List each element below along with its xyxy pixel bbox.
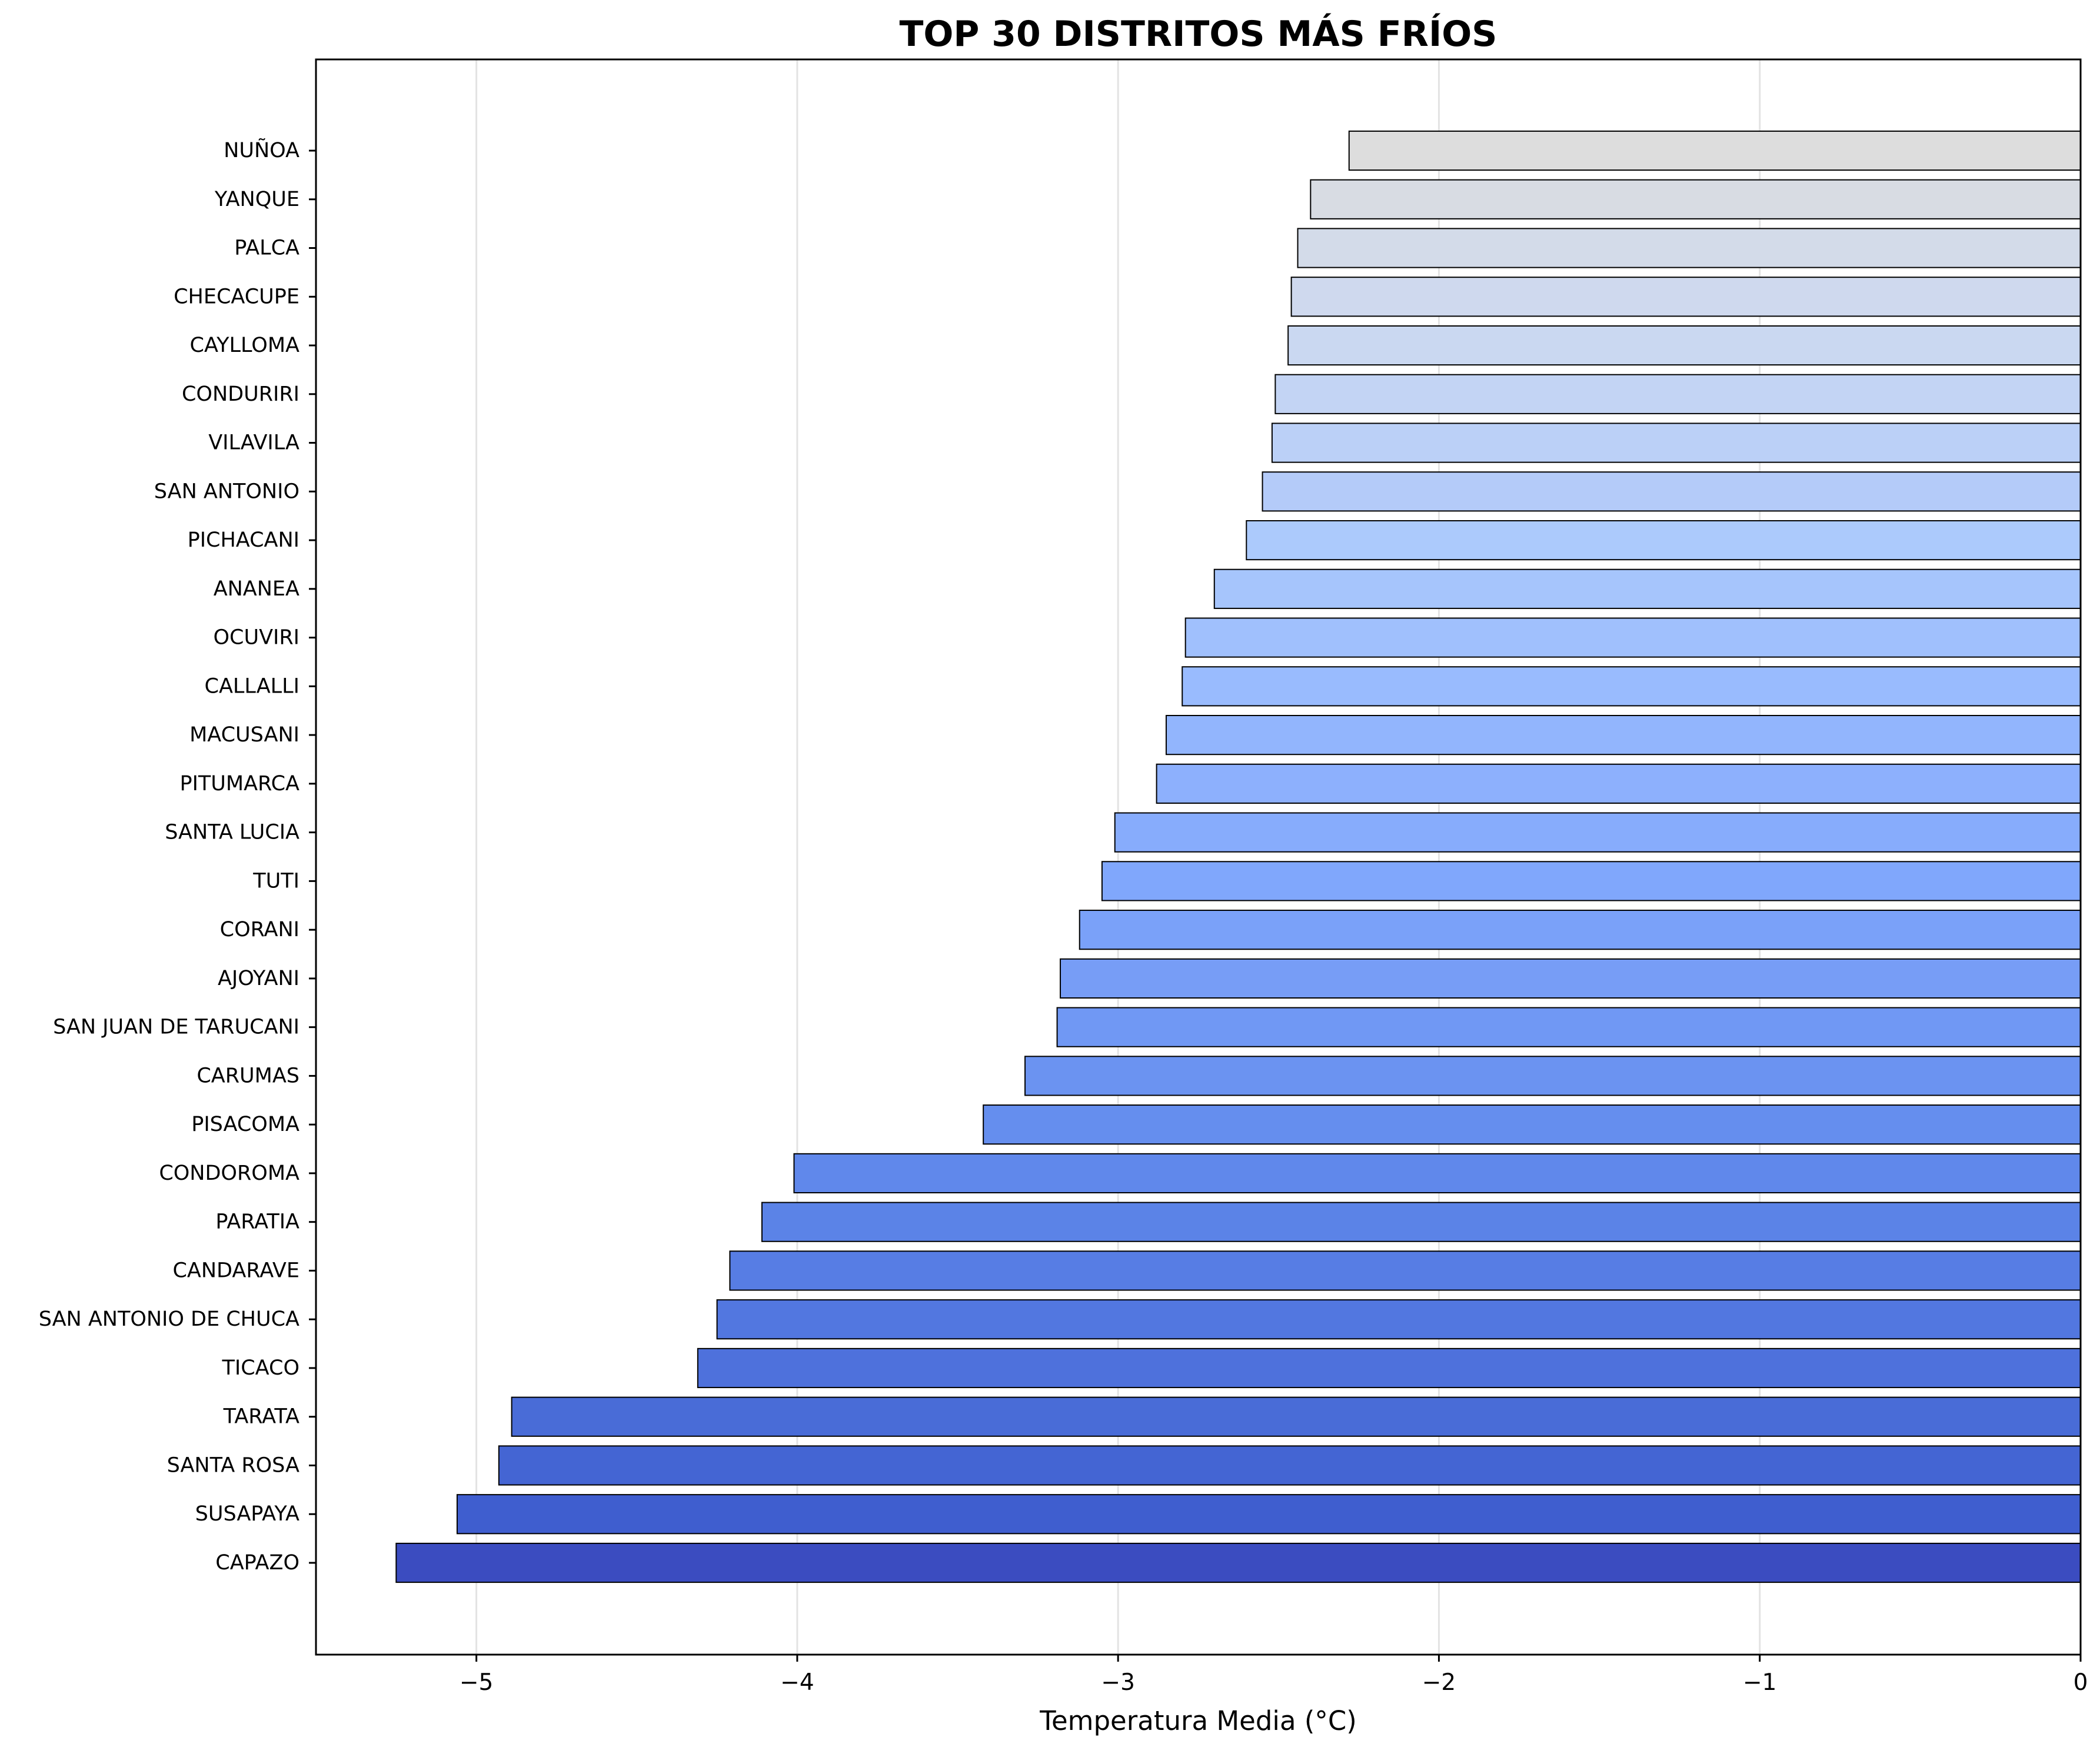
bars bbox=[395, 130, 2082, 1583]
bar bbox=[1079, 910, 2081, 950]
bar bbox=[1056, 1007, 2081, 1047]
y-tick-label: SANTA LUCIA bbox=[165, 821, 299, 844]
y-tick-label: CONDURIRI bbox=[182, 382, 299, 406]
y-tick-label: CONDOROMA bbox=[159, 1162, 299, 1185]
bar bbox=[793, 1153, 2082, 1194]
y-tick-label: CANDARAVE bbox=[172, 1259, 299, 1282]
bar bbox=[1165, 715, 2081, 756]
y-tick-label: SAN JUAN DE TARUCANI bbox=[53, 1016, 299, 1039]
y-tick-label: SANTA ROSA bbox=[167, 1453, 299, 1477]
bar bbox=[716, 1299, 2082, 1340]
bar bbox=[697, 1347, 2081, 1389]
y-tick-label: MACUSANI bbox=[189, 723, 299, 747]
bar bbox=[1274, 374, 2081, 414]
y-tick-label: CARUMAS bbox=[197, 1064, 299, 1087]
y-tick-label: ANANEA bbox=[214, 577, 299, 601]
bar bbox=[511, 1396, 2081, 1437]
x-tick-labels: −5 −4 −3 −2 −1 0 bbox=[460, 1655, 2088, 1696]
bar bbox=[456, 1494, 2082, 1535]
bar bbox=[729, 1250, 2081, 1291]
bar bbox=[1287, 325, 2081, 366]
y-tick-label: SUSAPAYA bbox=[195, 1502, 299, 1526]
y-tick-label: TICACO bbox=[222, 1356, 299, 1380]
bar bbox=[1246, 520, 2082, 561]
bar bbox=[761, 1202, 2081, 1242]
y-tick-label: TUTI bbox=[252, 869, 299, 893]
y-tick-label: CALLALLI bbox=[205, 674, 299, 698]
y-tick-label: CORANI bbox=[220, 918, 299, 941]
bar bbox=[1262, 471, 2081, 512]
y-tick-label: CAYLLOMA bbox=[190, 334, 300, 357]
y-tick-label: VILAVILA bbox=[208, 431, 299, 455]
bar bbox=[1182, 666, 2081, 707]
y-tick-label: PARATIA bbox=[215, 1210, 299, 1234]
bar bbox=[1348, 130, 2081, 171]
bar bbox=[1060, 958, 2081, 999]
y-tick-labels: NUÑOA YANQUE PALCA CHECACUPE CAYLLOMA CONDURI… bbox=[39, 138, 316, 1575]
y-tick-label: SAN ANTONIO bbox=[154, 480, 299, 503]
x-tick-label: −5 bbox=[460, 1669, 494, 1696]
x-tick-label: 0 bbox=[2074, 1669, 2088, 1696]
y-tick-label: TARATA bbox=[223, 1405, 299, 1429]
bar bbox=[1101, 861, 2081, 901]
bar bbox=[1290, 277, 2081, 317]
bar bbox=[983, 1104, 2081, 1145]
y-tick-label: AJOYANI bbox=[218, 967, 299, 990]
y-tick-label: PISACOMA bbox=[191, 1113, 299, 1136]
bar bbox=[1310, 179, 2081, 219]
x-tick-label: −1 bbox=[1743, 1669, 1777, 1696]
bar bbox=[1024, 1056, 2081, 1096]
y-tick-label: CAPAZO bbox=[215, 1551, 299, 1575]
bar bbox=[1297, 228, 2081, 268]
y-tick-label: OCUVIRI bbox=[213, 626, 299, 650]
bar bbox=[498, 1445, 2082, 1486]
bar bbox=[1156, 763, 2081, 804]
x-tick-label: −3 bbox=[1101, 1669, 1135, 1696]
y-tick-label: NUÑOA bbox=[224, 138, 299, 162]
x-axis-label: Temperatura Media (°C) bbox=[1039, 1705, 1357, 1736]
bar bbox=[1271, 422, 2082, 463]
chart-title: TOP 30 DISTRITOS MÁS FRÍOS bbox=[900, 12, 1497, 55]
y-tick-label: SAN ANTONIO DE CHUCA bbox=[39, 1307, 299, 1331]
plot-frame bbox=[315, 58, 2082, 1656]
bar bbox=[1184, 617, 2081, 658]
bar bbox=[395, 1542, 2082, 1583]
bar bbox=[1213, 568, 2081, 609]
y-tick-label: PITUMARCA bbox=[179, 772, 299, 796]
bar bbox=[1114, 812, 2081, 853]
y-tick-label: CHECACUPE bbox=[174, 285, 299, 308]
x-tick-label: −2 bbox=[1422, 1669, 1456, 1696]
y-tick-label: PICHACANI bbox=[188, 528, 299, 552]
x-tick-label: −4 bbox=[780, 1669, 814, 1696]
y-tick-label: YANQUE bbox=[214, 188, 299, 211]
y-tick-label: PALCA bbox=[234, 237, 299, 260]
